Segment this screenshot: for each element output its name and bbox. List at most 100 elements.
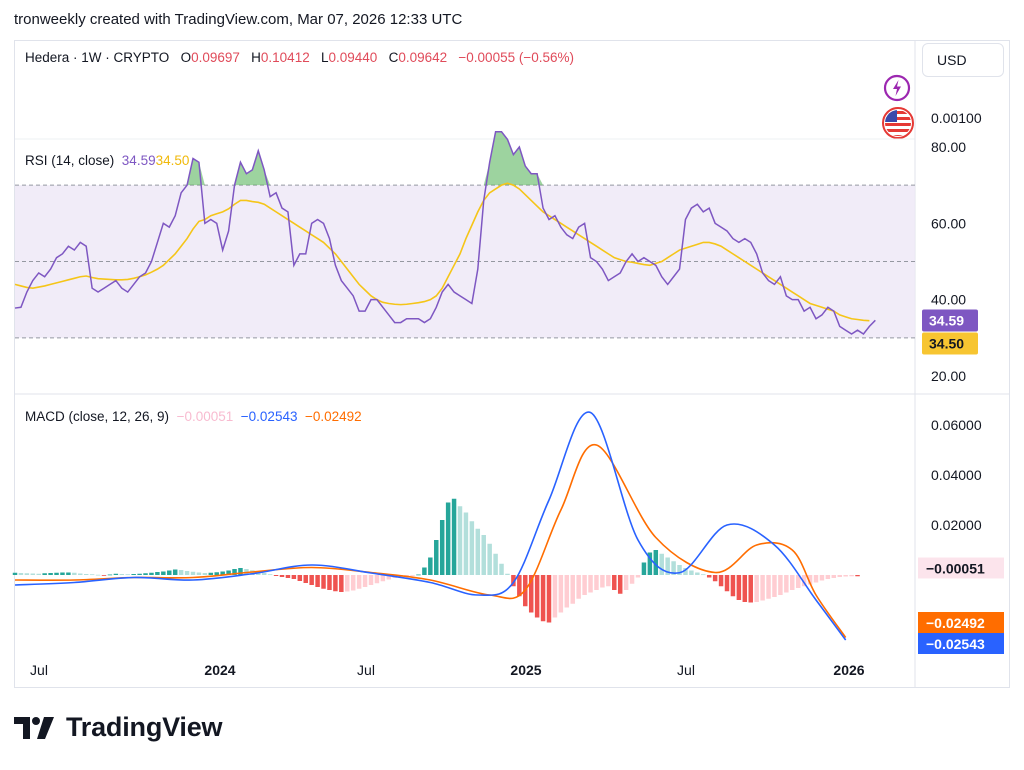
macd-histogram-bar (333, 575, 338, 592)
macd-histogram-bar (623, 575, 629, 590)
macd-histogram-bar (261, 573, 267, 575)
time-axis-label: 2026 (833, 662, 864, 678)
macd-histogram-bar (321, 575, 326, 589)
macd-histogram-bar (66, 572, 71, 575)
macd-histogram-bar (445, 502, 451, 575)
macd-histogram-bar (819, 575, 825, 581)
macd-histogram-bar (12, 572, 18, 575)
macd-histogram-bar (813, 575, 819, 583)
macd-histogram-bar (350, 575, 356, 591)
macd-histogram-bar (439, 520, 445, 575)
time-axis-label: 2025 (510, 662, 541, 678)
rsi-ma-current-badge (922, 332, 978, 355)
macd-histogram-bar (457, 506, 463, 575)
macd-histogram-bar (54, 572, 59, 575)
currency-button[interactable]: USD (922, 43, 1004, 77)
macd-histogram-bar (475, 528, 481, 575)
macd-histogram-bar (380, 575, 386, 582)
macd-histogram-bar (570, 575, 575, 604)
lightning-icon[interactable] (883, 74, 911, 102)
macd-histogram-bar (653, 550, 659, 575)
macd-histogram-bar (546, 575, 552, 623)
macd-histogram-bar (837, 575, 842, 577)
macd-histogram-bar (647, 552, 653, 575)
change-value: −0.00055 (−0.56%) (458, 50, 574, 65)
macd-histogram-bar (736, 575, 742, 600)
rsi-legend-value: 34.59 (121, 153, 156, 168)
macd-histogram-bar (594, 575, 599, 590)
macd-histogram-bar (612, 575, 617, 590)
time-axis-label: Jul (357, 662, 375, 678)
macd-histogram-bar (588, 575, 593, 593)
macd-histogram-bar (552, 575, 558, 618)
macd-histogram-bar (18, 573, 24, 575)
macd-line (14, 411, 847, 641)
rsi-ytick-label: 80.00 (931, 139, 966, 155)
rsi-ma-legend-value: 34.50 (155, 153, 190, 168)
macd-hist-legend-value: −0.00051 (176, 409, 234, 424)
rsi-ytick-label: 20.00 (931, 368, 966, 384)
close-value: 0.09642 (398, 50, 448, 65)
macd-histogram-bar (493, 553, 498, 575)
high-value: 0.10412 (260, 50, 310, 65)
macd-histogram-bar (131, 574, 136, 575)
macd-histogram-bar (671, 561, 676, 575)
chart-frame (14, 40, 1010, 688)
signal-legend-value: −0.02492 (304, 409, 362, 424)
macd-histogram-bar (238, 568, 243, 575)
macd-histogram-bar (683, 568, 688, 575)
macd-histogram-bar (297, 575, 303, 581)
macd-histogram-bar (89, 574, 95, 576)
signal-line (14, 444, 847, 638)
macd-histogram-bar (534, 575, 540, 618)
rsi-current-badge (922, 309, 978, 332)
rsi-ytick-label: 40.00 (931, 292, 966, 308)
macd-histogram-bar (617, 575, 623, 594)
macd-histogram-bar (184, 571, 190, 575)
macd-histogram-bar (279, 575, 285, 577)
macd-histogram-bar (778, 575, 783, 595)
open-label: O (180, 50, 192, 65)
macd-ytick-label: 0.06000 (931, 417, 982, 433)
macd-histogram-bar (505, 573, 510, 575)
macd-histogram-bar (196, 572, 202, 575)
time-axis-label: Jul (677, 662, 695, 678)
low-value: 0.09440 (328, 50, 378, 65)
macd-histogram-bar (576, 575, 581, 599)
macd-histogram-bar (327, 575, 332, 590)
macd-histogram-bar (724, 575, 730, 592)
macd-histogram-bar (600, 575, 605, 588)
macd-current-badge (918, 633, 1004, 654)
macd-histogram-bar (416, 574, 421, 576)
macd-legend-value: −0.02543 (240, 409, 298, 424)
rsi-current-label: 34.59 (929, 313, 964, 329)
time-axis-label: Jul (30, 662, 48, 678)
macd-histogram-bar (428, 557, 433, 575)
symbol-label[interactable]: Hedera · 1W · CRYPTO (25, 50, 170, 65)
macd-histogram-bar (273, 575, 279, 576)
macd-histogram-bar (368, 575, 374, 585)
price-legend: Hedera · 1W · CRYPTO O0.09697 H0.10412 L… (25, 50, 574, 65)
macd-histogram-bar (558, 575, 564, 613)
macd-histogram-bar (754, 575, 759, 602)
rsi-ytick-label: 60.00 (931, 215, 966, 231)
macd-histogram-bar (178, 570, 184, 575)
macd-histogram-bar (849, 575, 854, 577)
macd-histogram-bar (113, 573, 119, 575)
macd-histogram-bar (101, 575, 107, 576)
macd-histogram-bar (285, 575, 291, 578)
rsi-legend: RSI (14, close) 34.5934.50 (25, 153, 189, 168)
macd-histogram-bar (689, 570, 694, 575)
rsi-ma-line (14, 182, 870, 322)
signal-current-label: −0.02492 (926, 615, 985, 631)
macd-histogram-bar (36, 573, 41, 575)
macd-histogram-bar (202, 573, 208, 575)
macd-histogram-bar (172, 569, 178, 575)
macd-histogram-bar (190, 571, 196, 575)
macd-histogram-bar (125, 574, 130, 576)
macd-histogram-bar (748, 575, 753, 603)
us-flag-icon[interactable] (882, 107, 914, 139)
open-value: 0.09697 (191, 50, 240, 65)
macd-histogram-bar (303, 575, 308, 583)
